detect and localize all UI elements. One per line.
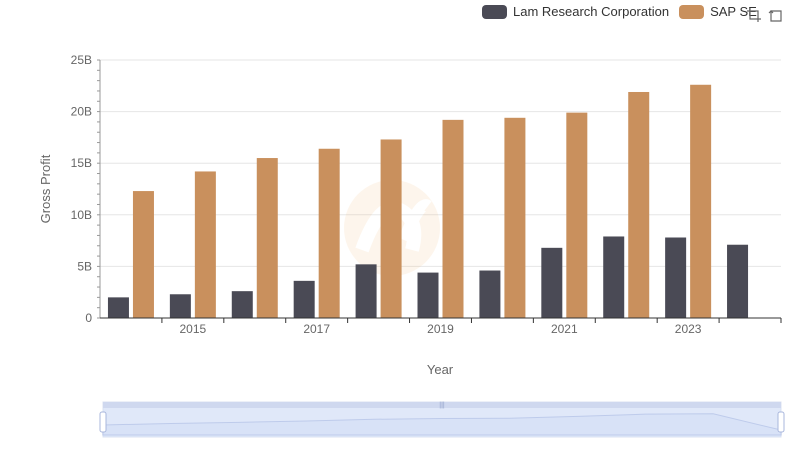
legend-swatch-lam-research	[482, 4, 507, 19]
bar-lam-research[interactable]	[479, 270, 501, 318]
y-tick-label: 0	[85, 311, 92, 325]
legend-label-lam-research: Lam Research Corporation	[513, 4, 670, 19]
legend: Lam Research Corporation SAP SE	[482, 4, 757, 19]
y-tick-label: 20B	[71, 105, 92, 119]
bar-sap[interactable]	[318, 148, 340, 318]
y-tick-label: 25B	[71, 53, 92, 67]
bar-lam-research[interactable]	[417, 272, 439, 318]
bar-sap[interactable]	[132, 191, 154, 318]
zoom-icon[interactable]	[746, 7, 762, 23]
y-axis-title: Gross Profit	[38, 154, 53, 223]
bar-sap[interactable]	[566, 112, 588, 319]
bar-lam-research[interactable]	[355, 264, 377, 318]
x-tick-label: 2015	[180, 322, 207, 336]
restore-icon[interactable]	[768, 7, 784, 23]
data-zoom-slider[interactable]: |||	[99, 401, 785, 438]
slider-grip-icon[interactable]: |||	[439, 402, 445, 409]
legend-swatch-sap	[679, 4, 705, 19]
bar-lam-research[interactable]	[603, 236, 625, 318]
bar-sap[interactable]	[628, 91, 650, 318]
x-tick-label: 2021	[551, 322, 578, 336]
y-tick-label: 15B	[71, 156, 92, 170]
bar-sap[interactable]	[504, 117, 526, 319]
x-axis-title: Year	[427, 362, 454, 377]
bar-lam-research[interactable]	[293, 280, 315, 318]
x-tick-label: 2019	[427, 322, 454, 336]
legend-item-lam-research[interactable]: Lam Research Corporation	[482, 4, 669, 19]
bar-lam-research[interactable]	[665, 237, 687, 318]
bar-lam-research[interactable]	[107, 297, 129, 318]
bar-lam-research[interactable]	[231, 291, 253, 318]
x-tick-label: 2017	[303, 322, 330, 336]
slider-handle-left[interactable]	[99, 411, 107, 433]
bar-sap[interactable]	[256, 158, 278, 318]
bar-sap[interactable]	[194, 171, 216, 318]
bars	[107, 84, 749, 319]
legend-item-sap[interactable]: SAP SE	[679, 4, 757, 19]
bar-lam-research[interactable]	[727, 244, 749, 318]
bar-sap[interactable]	[442, 119, 464, 318]
legend-label-sap: SAP SE	[710, 4, 757, 19]
bar-sap[interactable]	[690, 84, 712, 318]
toolbox	[746, 7, 784, 23]
slider-handle-right[interactable]	[777, 411, 785, 433]
y-tick-label: 5B	[77, 259, 92, 273]
axes: 0 5B 10B 15B 20B 25B 2015 2017 2019 2021 2023	[71, 53, 782, 336]
bar-sap[interactable]	[380, 139, 402, 318]
bar-lam-research[interactable]	[541, 247, 563, 318]
x-tick-label: 2023	[675, 322, 702, 336]
y-tick-label: 10B	[71, 208, 92, 222]
slider-top-bar[interactable]	[103, 402, 781, 408]
bar-lam-research[interactable]	[169, 294, 191, 318]
